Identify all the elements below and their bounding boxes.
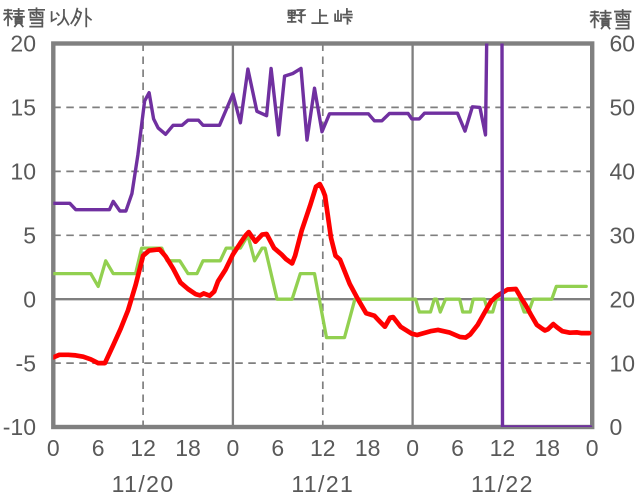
svg-text:0: 0 xyxy=(23,286,36,312)
svg-text:5: 5 xyxy=(23,223,36,249)
svg-text:11/22: 11/22 xyxy=(471,471,534,497)
svg-text:20: 20 xyxy=(10,31,36,57)
svg-text:30: 30 xyxy=(610,223,636,249)
svg-text:10: 10 xyxy=(610,350,636,376)
svg-text:12: 12 xyxy=(490,435,516,461)
svg-text:0: 0 xyxy=(610,414,623,440)
svg-text:0: 0 xyxy=(47,435,60,461)
svg-text:12: 12 xyxy=(310,435,336,461)
svg-text:0: 0 xyxy=(586,435,599,461)
svg-text:60: 60 xyxy=(610,31,636,57)
svg-text:10: 10 xyxy=(10,159,36,185)
svg-text:-10: -10 xyxy=(3,414,36,440)
svg-text:50: 50 xyxy=(610,95,636,121)
svg-text:18: 18 xyxy=(535,435,561,461)
svg-text:40: 40 xyxy=(610,159,636,185)
svg-text:6: 6 xyxy=(92,435,105,461)
svg-text:6: 6 xyxy=(451,435,464,461)
svg-text:6: 6 xyxy=(271,435,284,461)
svg-text:12: 12 xyxy=(130,435,156,461)
svg-text:20: 20 xyxy=(610,286,636,312)
svg-text:0: 0 xyxy=(227,435,240,461)
svg-text:15: 15 xyxy=(10,95,36,121)
svg-text:18: 18 xyxy=(355,435,381,461)
svg-text:11/21: 11/21 xyxy=(291,471,354,497)
svg-text:18: 18 xyxy=(175,435,201,461)
svg-text:0: 0 xyxy=(406,435,419,461)
svg-text:11/20: 11/20 xyxy=(112,471,175,497)
svg-text:-5: -5 xyxy=(16,350,36,376)
